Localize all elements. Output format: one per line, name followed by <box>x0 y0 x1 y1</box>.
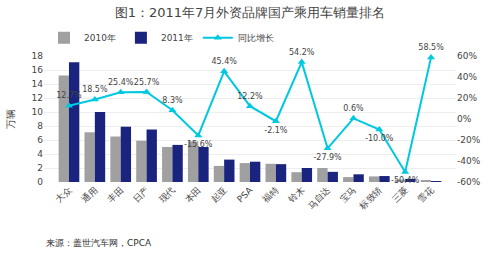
svg-text:20%: 20% <box>457 93 477 103</box>
svg-text:6: 6 <box>37 135 43 145</box>
svg-text:本田: 本田 <box>183 185 203 205</box>
svg-text:-40%: -40% <box>457 156 481 166</box>
svg-text:0%: 0% <box>457 114 472 124</box>
svg-text:54.2%: 54.2% <box>289 48 315 57</box>
svg-text:三菱: 三菱 <box>390 185 410 205</box>
svg-text:12: 12 <box>32 93 43 103</box>
svg-text:同比增长: 同比增长 <box>238 33 274 43</box>
svg-text:-15.6%: -15.6% <box>184 140 213 149</box>
svg-text:-60%: -60% <box>457 177 481 187</box>
svg-text:大众: 大众 <box>54 185 74 205</box>
svg-text:18.5%: 18.5% <box>82 85 108 94</box>
svg-text:8: 8 <box>37 121 43 131</box>
svg-text:雪花: 雪花 <box>416 185 436 205</box>
svg-text:日产: 日产 <box>131 185 151 205</box>
svg-text:2: 2 <box>37 163 43 173</box>
svg-text:12.7%: 12.7% <box>56 91 82 100</box>
svg-text:18: 18 <box>32 51 44 61</box>
svg-text:25.4%: 25.4% <box>108 78 134 87</box>
svg-text:-27.9%: -27.9% <box>313 153 342 162</box>
svg-text:16: 16 <box>32 65 44 75</box>
svg-text:4: 4 <box>37 149 43 159</box>
svg-text:0.6%: 0.6% <box>343 104 364 113</box>
svg-text:万辆: 万辆 <box>5 109 16 129</box>
svg-text:40%: 40% <box>457 72 477 82</box>
svg-text:25.7%: 25.7% <box>134 78 160 87</box>
svg-text:2010年: 2010年 <box>84 33 116 43</box>
svg-text:10: 10 <box>32 107 44 117</box>
svg-text:-50.4%: -50.4% <box>391 176 420 185</box>
svg-text:起亚: 起亚 <box>209 185 229 205</box>
svg-text:丰田: 丰田 <box>105 185 125 205</box>
svg-text:58.5%: 58.5% <box>418 43 444 52</box>
svg-text:12.2%: 12.2% <box>237 92 263 101</box>
svg-text:马自达: 马自达 <box>306 185 332 211</box>
svg-text:PSA: PSA <box>235 184 255 204</box>
svg-text:图1：2011年7月外资品牌国产乘用车销量排名: 图1：2011年7月外资品牌国产乘用车销量排名 <box>115 5 386 20</box>
svg-text:来源：盖世汽车网，CPCA: 来源：盖世汽车网，CPCA <box>46 238 152 248</box>
svg-text:宝马: 宝马 <box>338 185 358 205</box>
svg-text:14: 14 <box>32 79 44 89</box>
svg-text:-2.1%: -2.1% <box>264 126 288 135</box>
svg-text:铃木: 铃木 <box>286 185 307 206</box>
svg-text:标致轿: 标致轿 <box>357 185 384 212</box>
svg-text:60%: 60% <box>457 51 477 61</box>
svg-text:福特: 福特 <box>261 185 281 205</box>
svg-text:8.3%: 8.3% <box>162 96 183 105</box>
svg-text:0: 0 <box>37 177 43 187</box>
svg-text:-10.0%: -10.0% <box>365 134 394 143</box>
svg-text:-20%: -20% <box>457 135 481 145</box>
svg-text:2011年: 2011年 <box>161 33 193 43</box>
svg-text:45.4%: 45.4% <box>211 57 237 66</box>
svg-text:通用: 通用 <box>80 185 100 205</box>
svg-text:现代: 现代 <box>157 185 177 205</box>
